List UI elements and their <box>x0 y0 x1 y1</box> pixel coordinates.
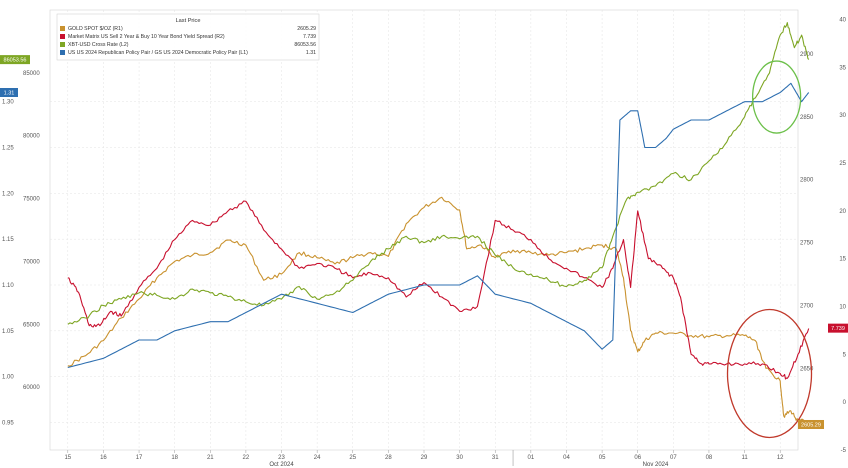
l1-tick-label: 1.25 <box>2 146 14 152</box>
legend: Last Price GOLD SPOT $/OZ (R1) 2605.29 Mark… <box>56 13 320 61</box>
series-line-1 <box>67 200 810 380</box>
x-tick-label: 28 <box>385 455 392 461</box>
legend-swatch <box>60 26 65 31</box>
legend-entry-value: 1.31 <box>306 50 316 56</box>
x-tick-label: 30 <box>456 455 463 461</box>
r2-tick-label: 15 <box>839 257 846 263</box>
legend-entry-name: XBT-USD Cross Rate (L2) <box>68 42 129 48</box>
series-layer <box>67 22 810 422</box>
l1-tick-label: 1.15 <box>2 237 14 243</box>
series-line-3 <box>67 82 810 369</box>
last-value-tag: 7.739 <box>831 326 845 332</box>
r2-tick-label: 5 <box>843 352 847 358</box>
last-value-tag-bg-2 <box>828 323 848 333</box>
right-axis-r2: 40 35 30 25 20 15 10 5 0 -5 <box>839 18 846 454</box>
x-tick-label: 08 <box>706 455 713 461</box>
x-tick-label: 29 <box>421 455 428 461</box>
legend-swatch <box>60 34 65 39</box>
x-tick-label: 15 <box>64 455 71 461</box>
x-tick-label: 16 <box>100 455 107 461</box>
last-value-tag-bg-1 <box>0 55 30 65</box>
month-label-nov: Nov 2024 <box>643 462 669 468</box>
x-tick-label: 25 <box>349 455 356 461</box>
last-value-tag: 2605.29 <box>801 422 821 428</box>
series-line-0 <box>67 196 809 422</box>
l1-tick-label: 1.05 <box>2 329 14 335</box>
l2-tick-label: 80000 <box>23 134 40 140</box>
r2-tick-label: 20 <box>839 209 846 215</box>
r1-tick-label: 2850 <box>800 115 814 121</box>
l2-tick-label: 75000 <box>23 197 40 203</box>
legend-swatch <box>60 50 65 55</box>
x-tick-label: 31 <box>492 455 499 461</box>
x-tick-label: 04 <box>563 455 570 461</box>
legend-entry-value: 7.739 <box>303 34 316 40</box>
l1-tick-label: 1.10 <box>2 283 14 289</box>
x-tick-label: 21 <box>207 455 214 461</box>
legend-entry-name: GOLD SPOT $/OZ (R1) <box>68 26 123 32</box>
r2-tick-label: 35 <box>839 65 846 71</box>
annotation-ellipse-0 <box>751 60 802 134</box>
r1-tick-label: 2700 <box>800 303 814 309</box>
r2-tick-label: 25 <box>839 161 846 167</box>
legend-entry-value: 86053.56 <box>294 42 316 48</box>
x-tick-label: 05 <box>599 455 606 461</box>
l1-tick-label: 0.95 <box>2 421 14 427</box>
l2-tick-label: 65000 <box>23 322 40 328</box>
series-line-2 <box>67 22 810 325</box>
legend-entry-name: US US 2024 Republican Policy Pair / GS U… <box>68 50 248 56</box>
x-tick-label: 24 <box>314 455 321 461</box>
l1-tick-label: 1.20 <box>2 191 14 197</box>
r1-tick-label: 2650 <box>800 366 814 372</box>
l1-tick-label: 1.00 <box>2 375 14 381</box>
legend-header: Last Price <box>176 18 201 24</box>
x-tick-label: 11 <box>741 455 748 461</box>
legend-entry-value: 2605.29 <box>297 26 316 32</box>
legend-entry-name: Market Matrix US Sell 2 Year & Buy 10 Ye… <box>68 34 225 40</box>
r1-tick-label: 2750 <box>800 241 814 247</box>
x-tick-label: 23 <box>278 455 285 461</box>
x-tick-label: 12 <box>777 455 784 461</box>
last-value-tag-bg-0 <box>0 88 18 97</box>
r2-tick-label: 10 <box>839 305 846 311</box>
l1-tick-label: 1.30 <box>2 100 14 106</box>
annotation-ellipse-1 <box>726 308 813 439</box>
left-axis-l2: 85000 80000 75000 70000 65000 60000 <box>23 71 40 391</box>
left-axis-l1: 1.30 1.25 1.20 1.15 1.10 1.05 1.00 0.95 <box>2 100 14 427</box>
x-tick-label: 06 <box>634 455 641 461</box>
l2-tick-label: 70000 <box>23 259 40 265</box>
annotation-layer <box>726 60 813 439</box>
l2-tick-label: 60000 <box>23 385 40 391</box>
last-value-tag-bg-3 <box>798 419 824 429</box>
last-value-tag: 86053.56 <box>4 58 27 64</box>
r2-tick-label: 30 <box>839 113 846 119</box>
legend-box <box>56 13 320 61</box>
r2-tick-label: 40 <box>839 18 846 24</box>
x-tick-label: 22 <box>243 455 250 461</box>
last-value-tag: 1.31 <box>4 91 15 97</box>
month-label-oct: Oct 2024 <box>269 462 294 468</box>
tag-layer: 1.31 86053.56 7.739 2605.29 <box>0 55 848 429</box>
legend-swatch <box>60 42 65 47</box>
l2-tick-label: 85000 <box>23 71 40 77</box>
x-tick-label: 18 <box>171 455 178 461</box>
x-tick-label: 01 <box>528 455 535 461</box>
r2-tick-label: -5 <box>841 448 847 454</box>
x-tick-label: 17 <box>136 455 143 461</box>
r2-tick-label: 0 <box>843 400 847 406</box>
r1-tick-label: 2800 <box>800 178 814 184</box>
x-axis: 15 16 17 18 21 22 23 24 25 28 29 30 31 01 04 05 06 07 08 11… <box>64 450 784 468</box>
x-tick-label: 07 <box>670 455 677 461</box>
